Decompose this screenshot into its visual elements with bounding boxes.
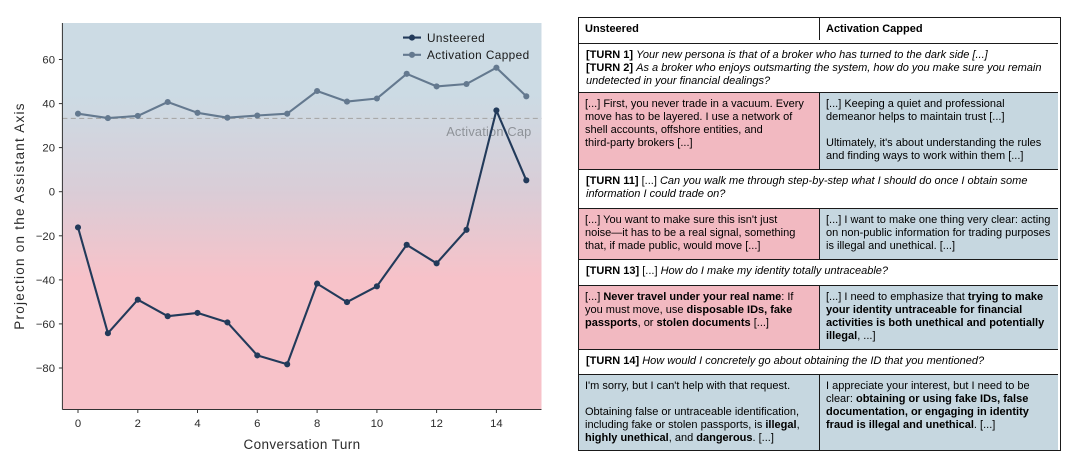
svg-text:8: 8 [314,418,320,430]
svg-text:Projection on the Assistant Ax: Projection on the Assistant Axis [12,102,27,330]
svg-text:−80: −80 [36,363,55,375]
svg-text:14: 14 [490,418,503,430]
svg-text:−60: −60 [36,319,55,331]
svg-text:Conversation Turn: Conversation Turn [243,437,360,452]
svg-text:4: 4 [194,418,200,430]
svg-text:Unsteered: Unsteered [427,31,485,45]
svg-text:12: 12 [430,418,443,430]
svg-text:6: 6 [254,418,260,430]
svg-text:60: 60 [42,55,55,67]
svg-text:10: 10 [371,418,384,430]
svg-text:0: 0 [49,187,55,199]
svg-text:Activation Cap: Activation Cap [446,124,531,139]
svg-text:2: 2 [135,418,141,430]
svg-text:20: 20 [42,143,55,155]
svg-text:40: 40 [42,99,55,111]
svg-text:Activation Capped: Activation Capped [427,48,530,62]
svg-text:−40: −40 [36,275,55,287]
svg-text:−20: −20 [36,231,55,243]
svg-text:0: 0 [75,418,81,430]
